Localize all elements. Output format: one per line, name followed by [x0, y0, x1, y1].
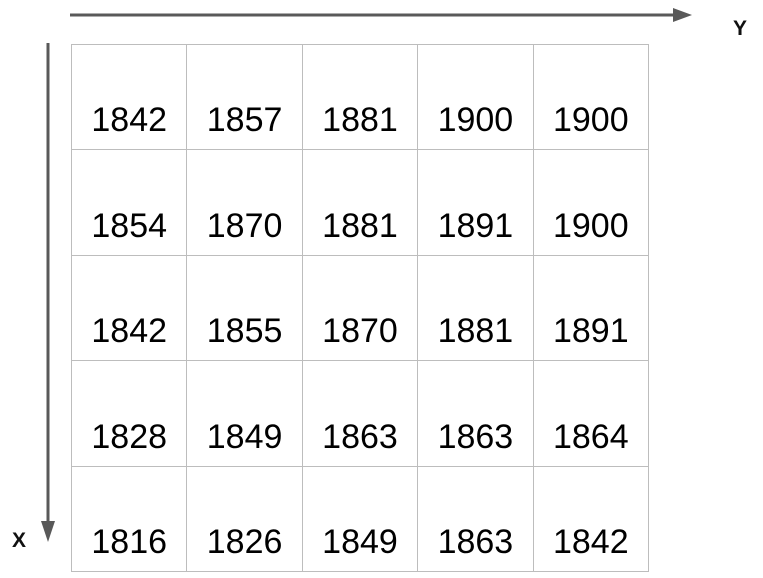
grid-cell-r2-c5: 1900: [533, 150, 649, 256]
x-axis-label: X: [12, 529, 27, 552]
grid-cell-r3-c2: 1855: [187, 255, 303, 362]
grid-cell-r4-c4: 1863: [418, 361, 534, 467]
grid-cell-r5-c1: 1816: [72, 466, 188, 572]
grid-cell-r4-c5: 1864: [533, 361, 649, 467]
y-axis-label: Y: [733, 17, 748, 40]
grid-cell-r3-c1: 1842: [72, 255, 188, 362]
grid-cell-r3-c4: 1881: [418, 255, 534, 362]
grid-cell-r2-c2: 1870: [187, 150, 303, 256]
grid-cell-r5-c5: 1842: [533, 466, 649, 572]
grid-cell-r1-c5: 1900: [533, 45, 649, 151]
grid-cell-r5-c3: 1849: [302, 466, 419, 572]
grid-cell-r2-c3: 1881: [302, 150, 419, 256]
grid-cell-r3-c5: 1891: [533, 255, 649, 362]
y-axis-arrow: [70, 8, 692, 22]
grid-cell-r1-c2: 1857: [187, 45, 303, 151]
grid-cell-r5-c4: 1863: [418, 466, 534, 572]
grid-cell-r1-c1: 1842: [72, 45, 188, 151]
grid-cell-r1-c3: 1881: [302, 45, 419, 151]
grid-cell-r4-c1: 1828: [72, 361, 188, 467]
grid-cell-r3-c3: 1870: [302, 255, 419, 362]
value-grid: 1842 1857 1881 1900 1900 1854 1870 1881 …: [71, 44, 649, 572]
grid-cell-r4-c3: 1863: [302, 361, 419, 467]
grid-cell-r4-c2: 1849: [187, 361, 303, 467]
grid-cell-r2-c4: 1891: [418, 150, 534, 256]
grid-cell-r5-c2: 1826: [187, 466, 303, 572]
grid-cell-r2-c1: 1854: [72, 150, 188, 256]
x-axis-arrow: [41, 43, 55, 542]
grid-cell-r1-c4: 1900: [418, 45, 534, 151]
